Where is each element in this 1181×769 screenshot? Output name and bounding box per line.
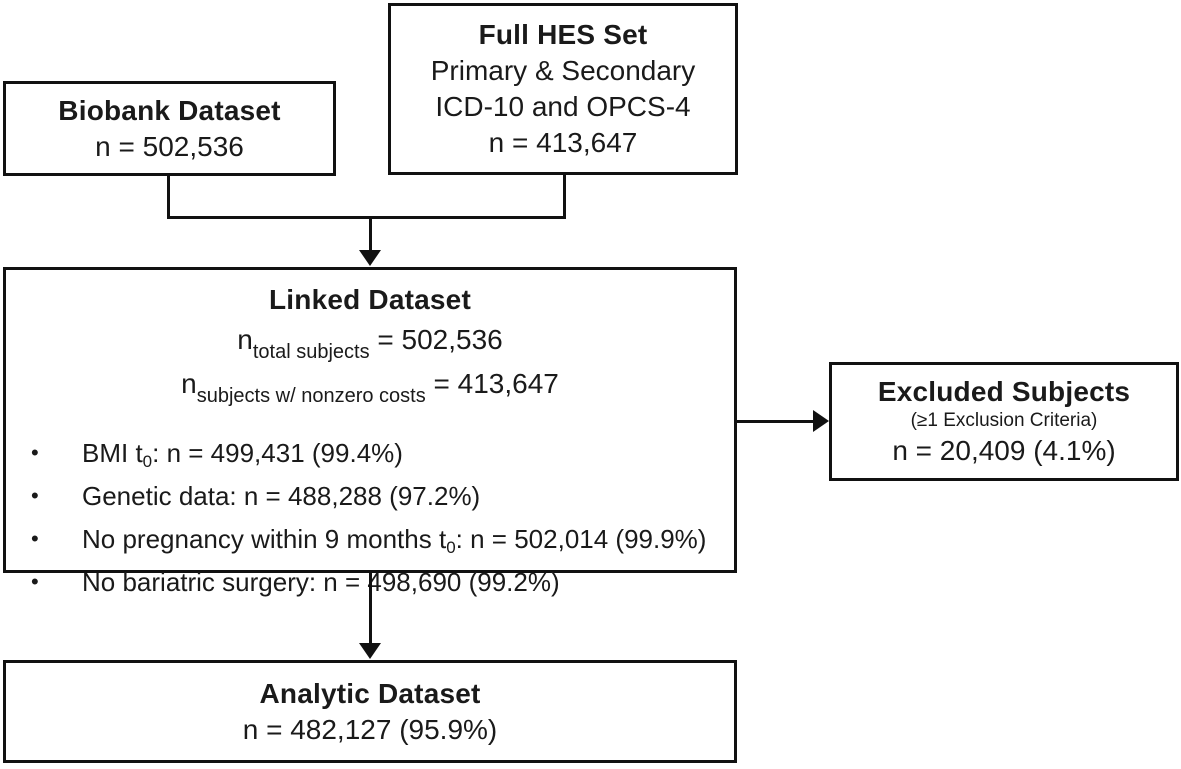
connector-hes-drop-line <box>563 175 566 219</box>
stat1-subscript: total subjects <box>252 341 370 363</box>
list-item-bmi: • BMI t0: n = 499,431 (99.4%) <box>6 436 734 479</box>
list-item-no-bariatric-surgery: • No bariatric surgery: n = 498,690 (99.… <box>6 565 734 608</box>
excluded-subtitle: (≥1 Exclusion Criteria) <box>910 410 1098 431</box>
linked-total-subjects-stat: ntotal subjects = 502,536 <box>6 318 734 363</box>
connector-join-line <box>167 216 566 219</box>
biobank-title: Biobank Dataset <box>58 94 281 126</box>
connector-biobank-drop-line <box>167 176 170 219</box>
connector-to-analytic-line <box>369 573 372 645</box>
excluded-n-count: n = 20,409 (4.1%) <box>892 435 1116 466</box>
full-hes-subtitle-line1: Primary & Secondary <box>430 55 696 86</box>
bullet-icon: • <box>31 483 39 508</box>
connector-to-excluded-line <box>737 420 814 423</box>
full-hes-n-count: n = 413,647 <box>488 127 638 158</box>
stat2-value: = 413,647 <box>425 368 559 399</box>
box-biobank-dataset: Biobank Dataset n = 502,536 <box>3 81 336 176</box>
linked-nonzero-costs-stat: nsubjects w/ nonzero costs = 413,647 <box>6 362 734 407</box>
bullet-text: Genetic data: n = 488,288 (97.2%) <box>82 481 481 511</box>
bullet-icon: • <box>31 526 39 551</box>
list-item-no-pregnancy: • No pregnancy within 9 months t0: n = 5… <box>6 522 734 565</box>
arrowhead-to-linked-icon <box>359 250 381 266</box>
box-full-hes-set: Full HES Set Primary & Secondary ICD-10 … <box>388 3 738 175</box>
bullet-icon: • <box>31 569 39 594</box>
full-hes-title: Full HES Set <box>478 19 648 50</box>
arrowhead-to-excluded-icon <box>813 410 829 432</box>
connector-to-linked-line <box>369 216 372 252</box>
box-excluded-subjects: Excluded Subjects (≥1 Exclusion Criteria… <box>829 362 1179 481</box>
linked-criteria-list: • BMI t0: n = 499,431 (99.4%) • Genetic … <box>6 436 734 608</box>
biobank-n-count: n = 502,536 <box>95 130 244 162</box>
box-linked-dataset: Linked Dataset ntotal subjects = 502,536… <box>3 267 737 597</box>
arrowhead-to-analytic-icon <box>359 643 381 659</box>
analytic-n-count: n = 482,127 (95.9%) <box>242 713 498 745</box>
bullet-icon: • <box>31 440 39 465</box>
box-analytic-dataset: Analytic Dataset n = 482,127 (95.9%) <box>3 660 737 763</box>
stat2-subscript: subjects w/ nonzero costs <box>196 385 426 407</box>
analytic-title: Analytic Dataset <box>259 677 481 709</box>
list-item-genetic-data: • Genetic data: n = 488,288 (97.2%) <box>6 479 734 522</box>
bullet-text: No pregnancy within 9 months t0: n = 502… <box>82 524 707 557</box>
stat2-base: n <box>181 368 197 399</box>
stat1-base: n <box>237 324 253 355</box>
bullet-text: BMI t0: n = 499,431 (99.4%) <box>82 438 403 471</box>
stat1-value: = 502,536 <box>369 324 503 355</box>
excluded-title: Excluded Subjects <box>877 376 1131 407</box>
linked-title: Linked Dataset <box>269 284 471 315</box>
full-hes-subtitle-line2: ICD-10 and OPCS-4 <box>435 91 691 122</box>
bullet-text: No bariatric surgery: n = 498,690 (99.2%… <box>82 567 560 597</box>
